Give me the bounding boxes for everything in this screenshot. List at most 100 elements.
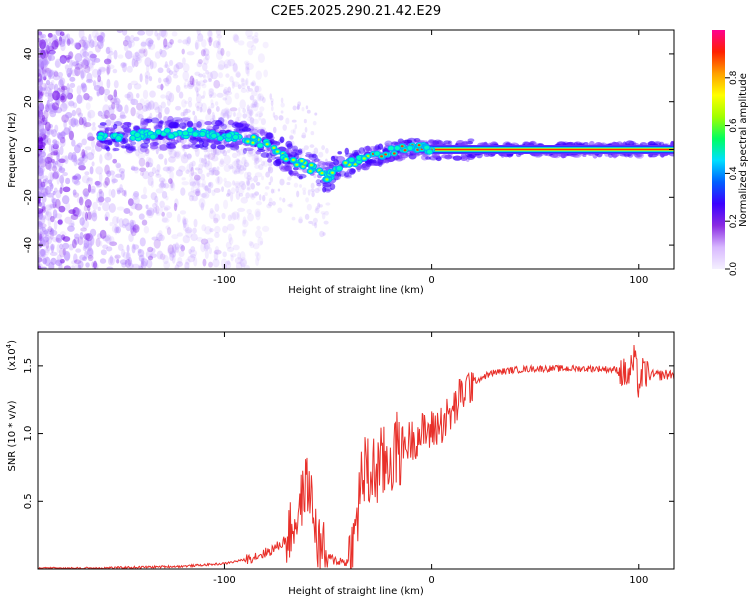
spectrogram-noise-blob [166, 165, 172, 174]
spectrogram-noise-blob [215, 151, 219, 157]
spectrogram-noise-blob [314, 112, 318, 116]
spectrogram-band-blob [343, 175, 353, 179]
spectrogram-noise-blob [56, 151, 60, 162]
spectrogram-peak-hot [291, 158, 295, 162]
spectrogram-noise-blob [155, 232, 163, 242]
spectrogram-noise-blob [43, 117, 48, 124]
spectrogram-noise-blob [48, 162, 52, 172]
spectrogram-noise-blob [255, 210, 261, 221]
spectrogram-noise-blob [190, 253, 197, 259]
spectrogram-noise-blob [108, 236, 115, 245]
spectrogram-peak-core [97, 135, 103, 140]
spectrogram-noise-blob [163, 64, 170, 69]
spectrogram-noise-blob [246, 109, 253, 118]
spectrogram-peak-core [394, 145, 400, 151]
spectrogram-noise-blob [167, 149, 173, 155]
spectrogram-noise-blob [184, 100, 189, 105]
spectrogram-band-blob [460, 155, 468, 162]
spectrogram-noise-blob [254, 85, 260, 93]
spectrogram-noise-blob [38, 160, 41, 169]
spectrogram-noise-blob [113, 80, 119, 89]
spectrogram-noise-blob [181, 99, 187, 108]
spectrogram-noise-blob [38, 91, 41, 100]
spectrogram-noise-blob [163, 261, 171, 269]
spectrogram-noise-blob [99, 190, 105, 199]
snr-x-label: Height of straight line (km) [288, 586, 424, 597]
spectrogram-noise-blob [217, 38, 221, 46]
spectrogram-noise-blob [217, 176, 220, 184]
spectrogram-noise-blob [40, 33, 47, 39]
spectrogram-noise-blob [195, 93, 202, 104]
spectrogram-noise-blob [222, 112, 226, 119]
spectrogram-noise-blob [197, 183, 206, 188]
spectrogram-noise-blob [117, 104, 123, 113]
spectrogram-noise-blob [45, 209, 49, 216]
spectrogram-noise-blob [99, 67, 106, 74]
spectrogram-noise-blob [111, 178, 118, 184]
spectrogram-noise-blob [219, 148, 226, 154]
spectrogram-noise-blob [38, 39, 41, 50]
spectrogram-noise-blob [192, 110, 196, 116]
spectrogram-noise-blob [54, 38, 60, 48]
spectrogram-noise-blob [186, 51, 195, 56]
spectrogram-noise-blob [49, 251, 58, 256]
spectrogram-band-blob [289, 151, 297, 158]
spectrogram-noise-blob [191, 144, 196, 150]
spectrogram-noise-blob [209, 228, 214, 233]
spectrogram-noise-blob [204, 184, 210, 194]
spectrogram-band-blob [279, 136, 285, 143]
spectrogram-noise-blob [235, 261, 243, 269]
spectrogram-band-blob [198, 139, 205, 146]
spectrogram-noise-blob [310, 130, 315, 136]
spectrogram-noise-blob [38, 108, 44, 118]
spectrogram-noise-blob [77, 264, 82, 269]
spectrogram-noise-blob [207, 152, 216, 161]
spectrogram-noise-blob [59, 174, 65, 185]
spectrogram-noise-blob [122, 62, 127, 73]
spectrogram-noise-blob [217, 47, 223, 55]
spectrogram-noise-blob [82, 51, 89, 58]
spectrogram-noise-blob [160, 180, 165, 188]
spectrogram-peak-hot [416, 148, 419, 151]
spectrogram-peak-core [200, 131, 206, 137]
spectrogram-noise-blob [249, 110, 252, 117]
spectrogram-noise-blob [80, 70, 85, 80]
spectrogram-noise-blob [242, 229, 246, 237]
spectrogram-x-ticks: -100 0 100 [213, 30, 648, 286]
spectrogram-noise-blob [102, 110, 107, 116]
spectrogram-noise-blob [38, 109, 44, 120]
spectrogram-noise-blob [168, 59, 174, 66]
spectrogram-noise-blob [214, 245, 220, 255]
spectrogram-noise-blob [121, 248, 126, 258]
spectrogram-peak-core [226, 133, 232, 138]
spectrogram-noise-blob [110, 188, 116, 198]
spectrogram-noise-blob [116, 163, 122, 172]
spectrogram-noise-blob [202, 56, 209, 65]
spectrogram-noise-blob [194, 147, 200, 158]
spectrogram-noise-blob [193, 115, 198, 125]
spectrogram-noise-blob [255, 229, 263, 239]
spectrogram-noise-blob [253, 38, 259, 43]
spectrogram-noise-blob [44, 234, 50, 242]
spectrogram-noise-blob [144, 99, 151, 109]
spectrogram-noise-blob [227, 188, 231, 196]
spectrogram-noise-blob [308, 220, 314, 225]
spectrogram-noise-blob [46, 153, 53, 163]
spectrogram-noise-blob [38, 150, 42, 159]
spectrogram-noise-blob [263, 160, 269, 167]
spectrogram-noise-blob [101, 112, 107, 120]
spectrogram-noise-blob [208, 88, 215, 97]
spectrogram-noise-blob [200, 102, 207, 113]
spectrogram-noise-blob [192, 189, 201, 194]
spectrogram-noise-blob [96, 35, 104, 42]
spectrogram-noise-blob [195, 86, 199, 93]
spectrogram-noise-blob [311, 191, 315, 198]
spectrogram-noise-blob [189, 172, 194, 178]
spectrogram-noise-blob [47, 137, 51, 146]
spectrogram-noise-blob [241, 78, 246, 87]
spectrogram-noise-blob [62, 186, 71, 193]
spectrogram-noise-blob [163, 183, 170, 189]
spectrogram-noise-blob [159, 48, 163, 55]
spectrogram-peak-hot [300, 159, 304, 162]
spectrogram-noise-blob [270, 100, 274, 107]
